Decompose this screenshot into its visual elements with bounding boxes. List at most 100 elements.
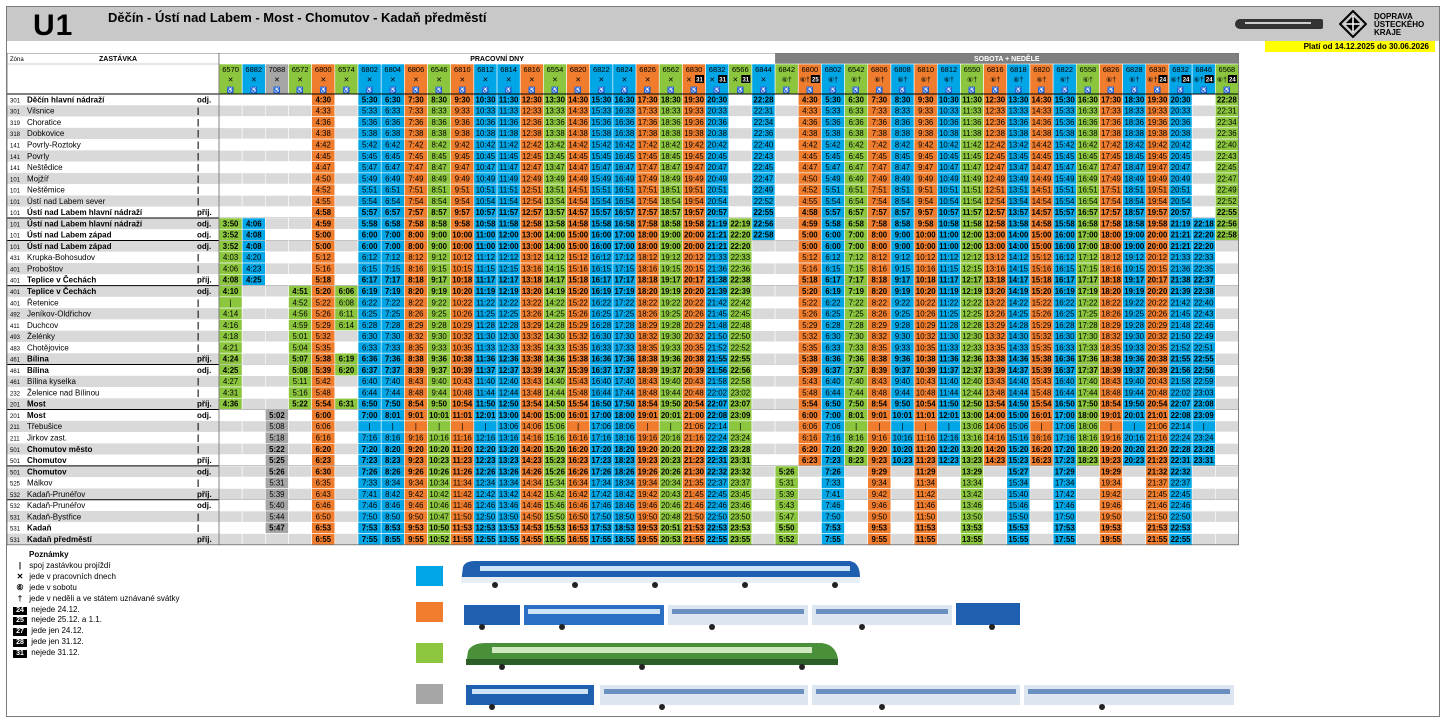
route-title: Děčín - Ústí nad Labem - Most - Chomutov… xyxy=(108,10,487,25)
time-value: 10:20 xyxy=(893,445,914,454)
time-cell xyxy=(288,172,312,185)
time-value: 13:35 xyxy=(985,343,1005,352)
time-value: 17:38 xyxy=(638,129,658,138)
time-value: 16:51 xyxy=(615,186,635,195)
time-value: 4:59 xyxy=(293,321,308,330)
time-value: 12:53 xyxy=(475,524,496,533)
time-value: 20:01 xyxy=(661,411,682,420)
time-value: 16:00 xyxy=(1055,242,1076,251)
time-value: 7:50 xyxy=(362,512,378,521)
time-cell xyxy=(265,228,289,241)
time-value: 13:12 xyxy=(522,253,542,262)
time-value: 4:58 xyxy=(802,208,818,217)
time-value: 10:42 xyxy=(476,140,496,149)
time-value: | xyxy=(484,422,486,431)
time-value: 9:38 xyxy=(918,129,933,138)
time-value: 13:00 xyxy=(985,231,1006,240)
time-value: 13:46 xyxy=(499,501,519,510)
train-days-symbol: ✕ xyxy=(598,77,604,84)
time-value: 18:18 xyxy=(638,276,659,285)
time-value: 19:00 xyxy=(1124,242,1145,251)
time-value: 19:38 xyxy=(684,129,704,138)
wheelchair-icon: ♿ xyxy=(667,86,675,94)
time-value: 21:19 xyxy=(1171,219,1192,228)
time-value: 15:00 xyxy=(1032,242,1053,251)
time-value: 14:30 xyxy=(568,95,589,104)
train-number: 6842 xyxy=(778,65,795,74)
time-value: 4:08 xyxy=(223,276,239,285)
time-value: 11:36 xyxy=(963,118,982,127)
time-value: 20:22 xyxy=(1148,298,1168,307)
time-value: 14:54 xyxy=(1032,197,1052,206)
time-value: 6:38 xyxy=(849,129,864,138)
time-value: 14:51 xyxy=(1032,186,1052,195)
wheelchair-icon: ♿ xyxy=(991,86,999,94)
time-value: 6:08 xyxy=(339,298,354,307)
time-value: 13:43 xyxy=(985,377,1005,386)
time-value: 7:30 xyxy=(408,95,424,104)
time-value: 18:16 xyxy=(1078,434,1098,443)
time-value: 4:31 xyxy=(223,388,238,397)
time-value: 21:36 xyxy=(707,264,727,273)
wheelchair-icon: ♿ xyxy=(945,86,953,94)
time-cell xyxy=(774,364,799,377)
time-value: 8:54 xyxy=(895,197,911,206)
time-value: 7:51 xyxy=(872,186,887,195)
note-symbol: | xyxy=(18,561,22,570)
time-value: 14:37 xyxy=(545,366,565,375)
time-value: 16:51 xyxy=(1078,186,1098,195)
time-value: 12:37 xyxy=(499,366,519,375)
time-value: 16:58 xyxy=(1078,219,1099,228)
time-value: 18:23 xyxy=(614,456,635,465)
time-value: 8:51 xyxy=(432,186,447,195)
time-value: 13:29 xyxy=(962,467,983,476)
weekday-header xyxy=(219,53,776,64)
time-value: 14:40 xyxy=(545,377,565,386)
stop-row xyxy=(7,296,219,309)
train-days-symbol: ✕ xyxy=(343,77,349,84)
time-value: 15:36 xyxy=(592,118,612,127)
time-value: 12:22 xyxy=(962,298,982,307)
time-value: 13:53 xyxy=(962,524,983,533)
time-value: 11:55 xyxy=(453,535,473,544)
time-value: 20:01 xyxy=(1124,411,1145,420)
time-value: 15:29 xyxy=(1032,321,1052,330)
time-value: 10:18 xyxy=(916,276,937,285)
time-value: 12:30 xyxy=(985,95,1006,104)
time-cell xyxy=(983,465,1008,478)
time-value: 16:55 xyxy=(568,535,589,544)
time-cell xyxy=(751,476,776,489)
zone-number: 101 xyxy=(10,211,21,217)
time-value: 14:06 xyxy=(522,422,542,431)
time-value: 12:47 xyxy=(522,163,542,172)
time-value: 10:01 xyxy=(429,411,450,420)
time-value: 11:28 xyxy=(939,321,958,330)
time-value: 7:00 xyxy=(848,231,864,240)
time-cell xyxy=(751,397,776,410)
time-cell xyxy=(1215,521,1239,534)
train-number: 6812 xyxy=(477,65,494,74)
time-cell xyxy=(1191,499,1216,512)
time-cell xyxy=(844,488,869,501)
time-cell xyxy=(218,138,243,151)
time-value: 20:54 xyxy=(684,400,705,409)
time-value: | xyxy=(369,422,371,431)
stop-row xyxy=(7,454,219,466)
time-cell xyxy=(241,172,266,185)
time-cell xyxy=(728,127,753,140)
time-cell xyxy=(728,93,753,106)
time-value: 15:45 xyxy=(592,152,612,161)
time-value: 17:22 xyxy=(1078,298,1098,307)
time-value: 18:26 xyxy=(638,310,658,319)
time-cell xyxy=(751,307,776,320)
time-cell xyxy=(890,521,915,534)
time-value: 19:33 xyxy=(661,343,681,352)
time-value: 6:46 xyxy=(316,501,331,510)
time-value: 12:00 xyxy=(962,242,983,251)
time-value: 11:15 xyxy=(939,264,959,273)
time-value: 11:30 xyxy=(476,332,496,341)
zone-number: 483 xyxy=(10,346,21,352)
time-value: 21:35 xyxy=(684,479,704,488)
time-value: 17:12 xyxy=(1078,253,1098,262)
time-value: 11:49 xyxy=(963,174,982,183)
